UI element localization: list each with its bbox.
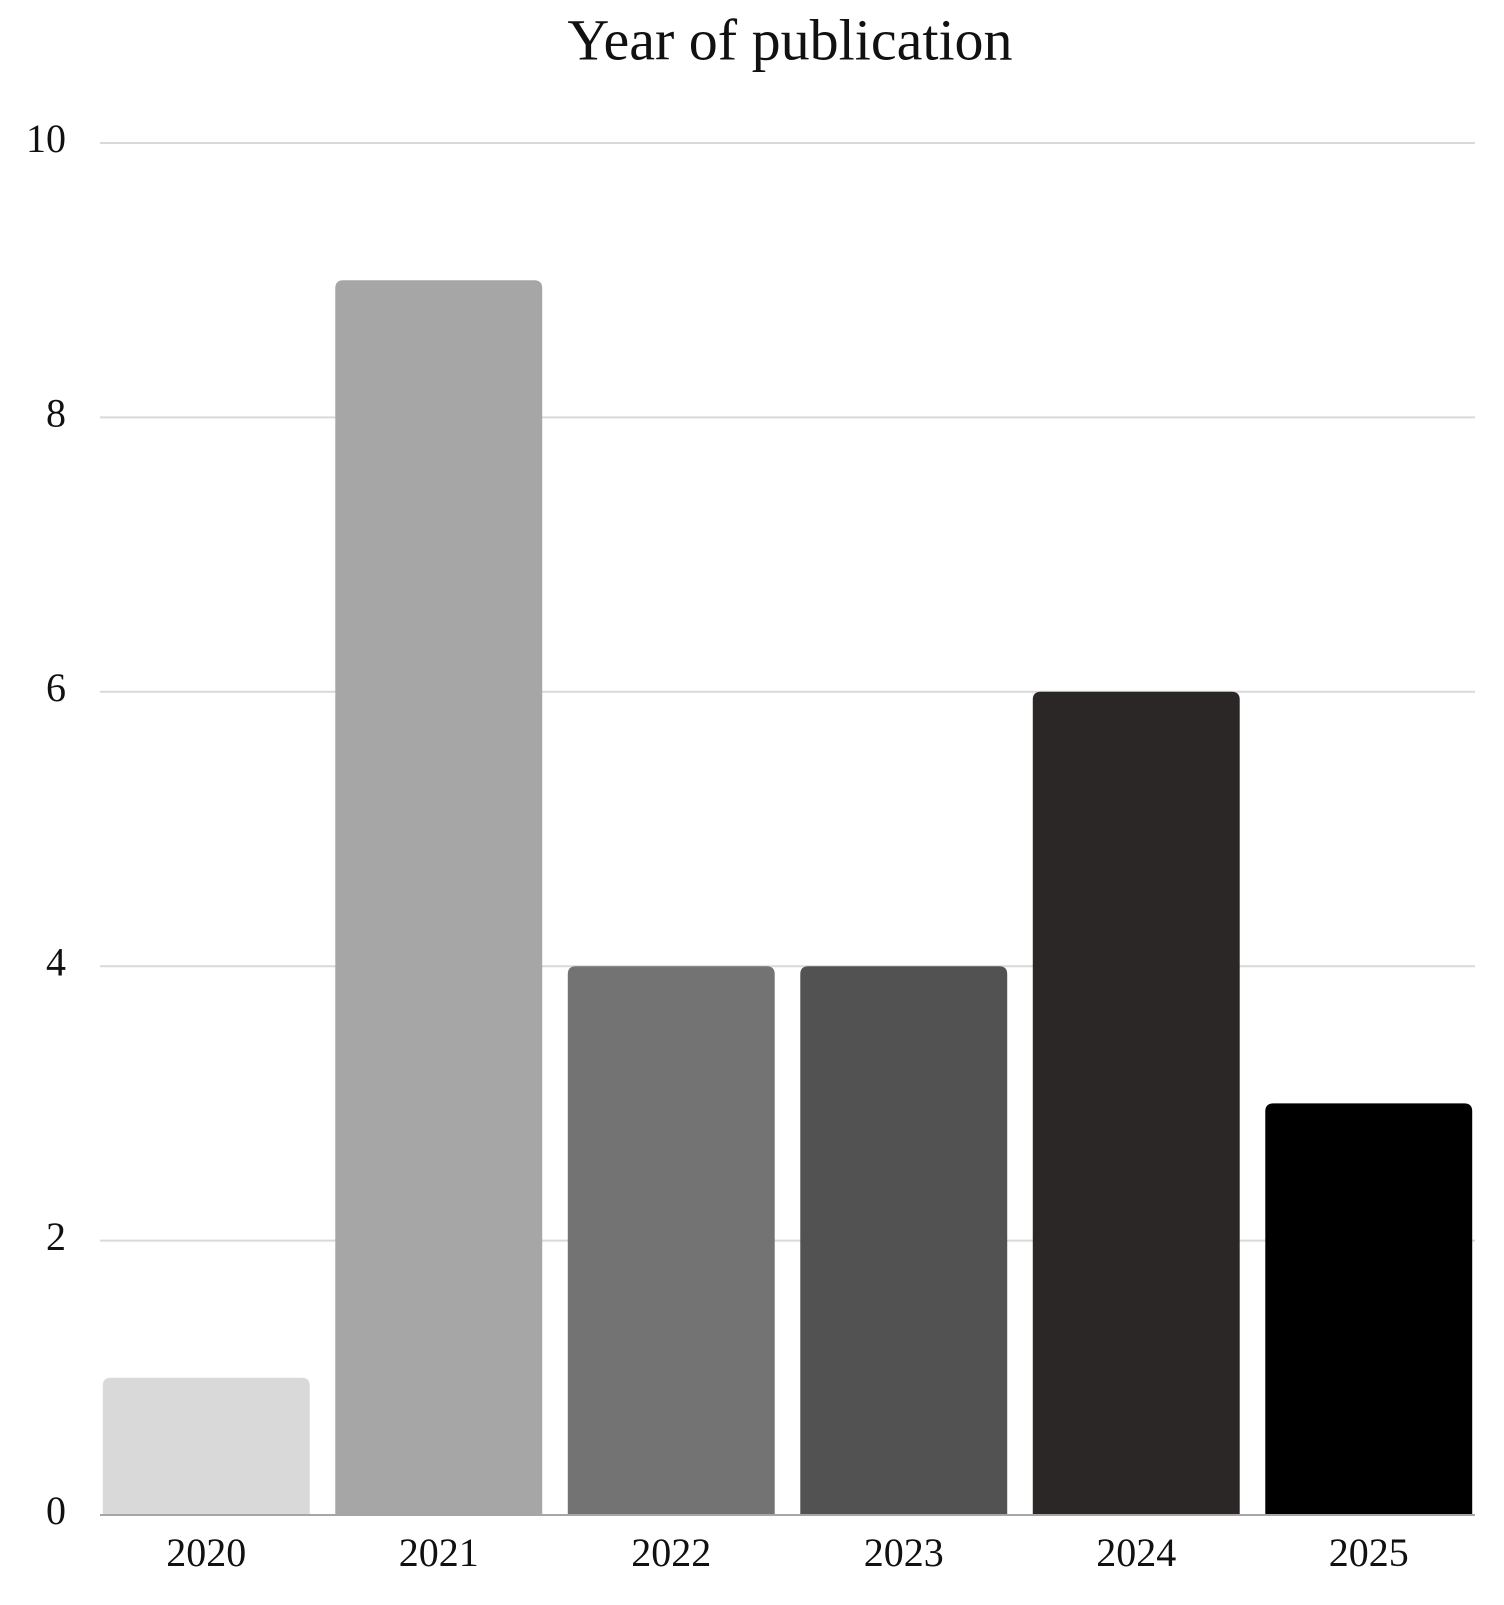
x-tick-label: 2024 (1096, 1530, 1176, 1575)
y-tick-label: 4 (46, 939, 66, 984)
y-tick-label: 2 (46, 1214, 66, 1259)
x-tick-label: 2022 (631, 1530, 711, 1575)
bar (1032, 691, 1240, 1515)
bar (1265, 1103, 1473, 1515)
x-tick-label: 2021 (399, 1530, 479, 1575)
y-tick-label: 0 (46, 1488, 66, 1533)
bar (567, 966, 775, 1515)
bar (335, 280, 543, 1516)
chart-title: Year of publication (567, 7, 1012, 72)
x-tick-label: 2023 (864, 1530, 944, 1575)
x-tick-label: 2025 (1329, 1530, 1409, 1575)
y-tick-label: 10 (26, 116, 66, 161)
bar (102, 1377, 310, 1515)
x-tick-label: 2020 (166, 1530, 246, 1575)
y-tick-label: 6 (46, 665, 66, 710)
bar (800, 966, 1008, 1515)
y-tick-label: 8 (46, 391, 66, 436)
